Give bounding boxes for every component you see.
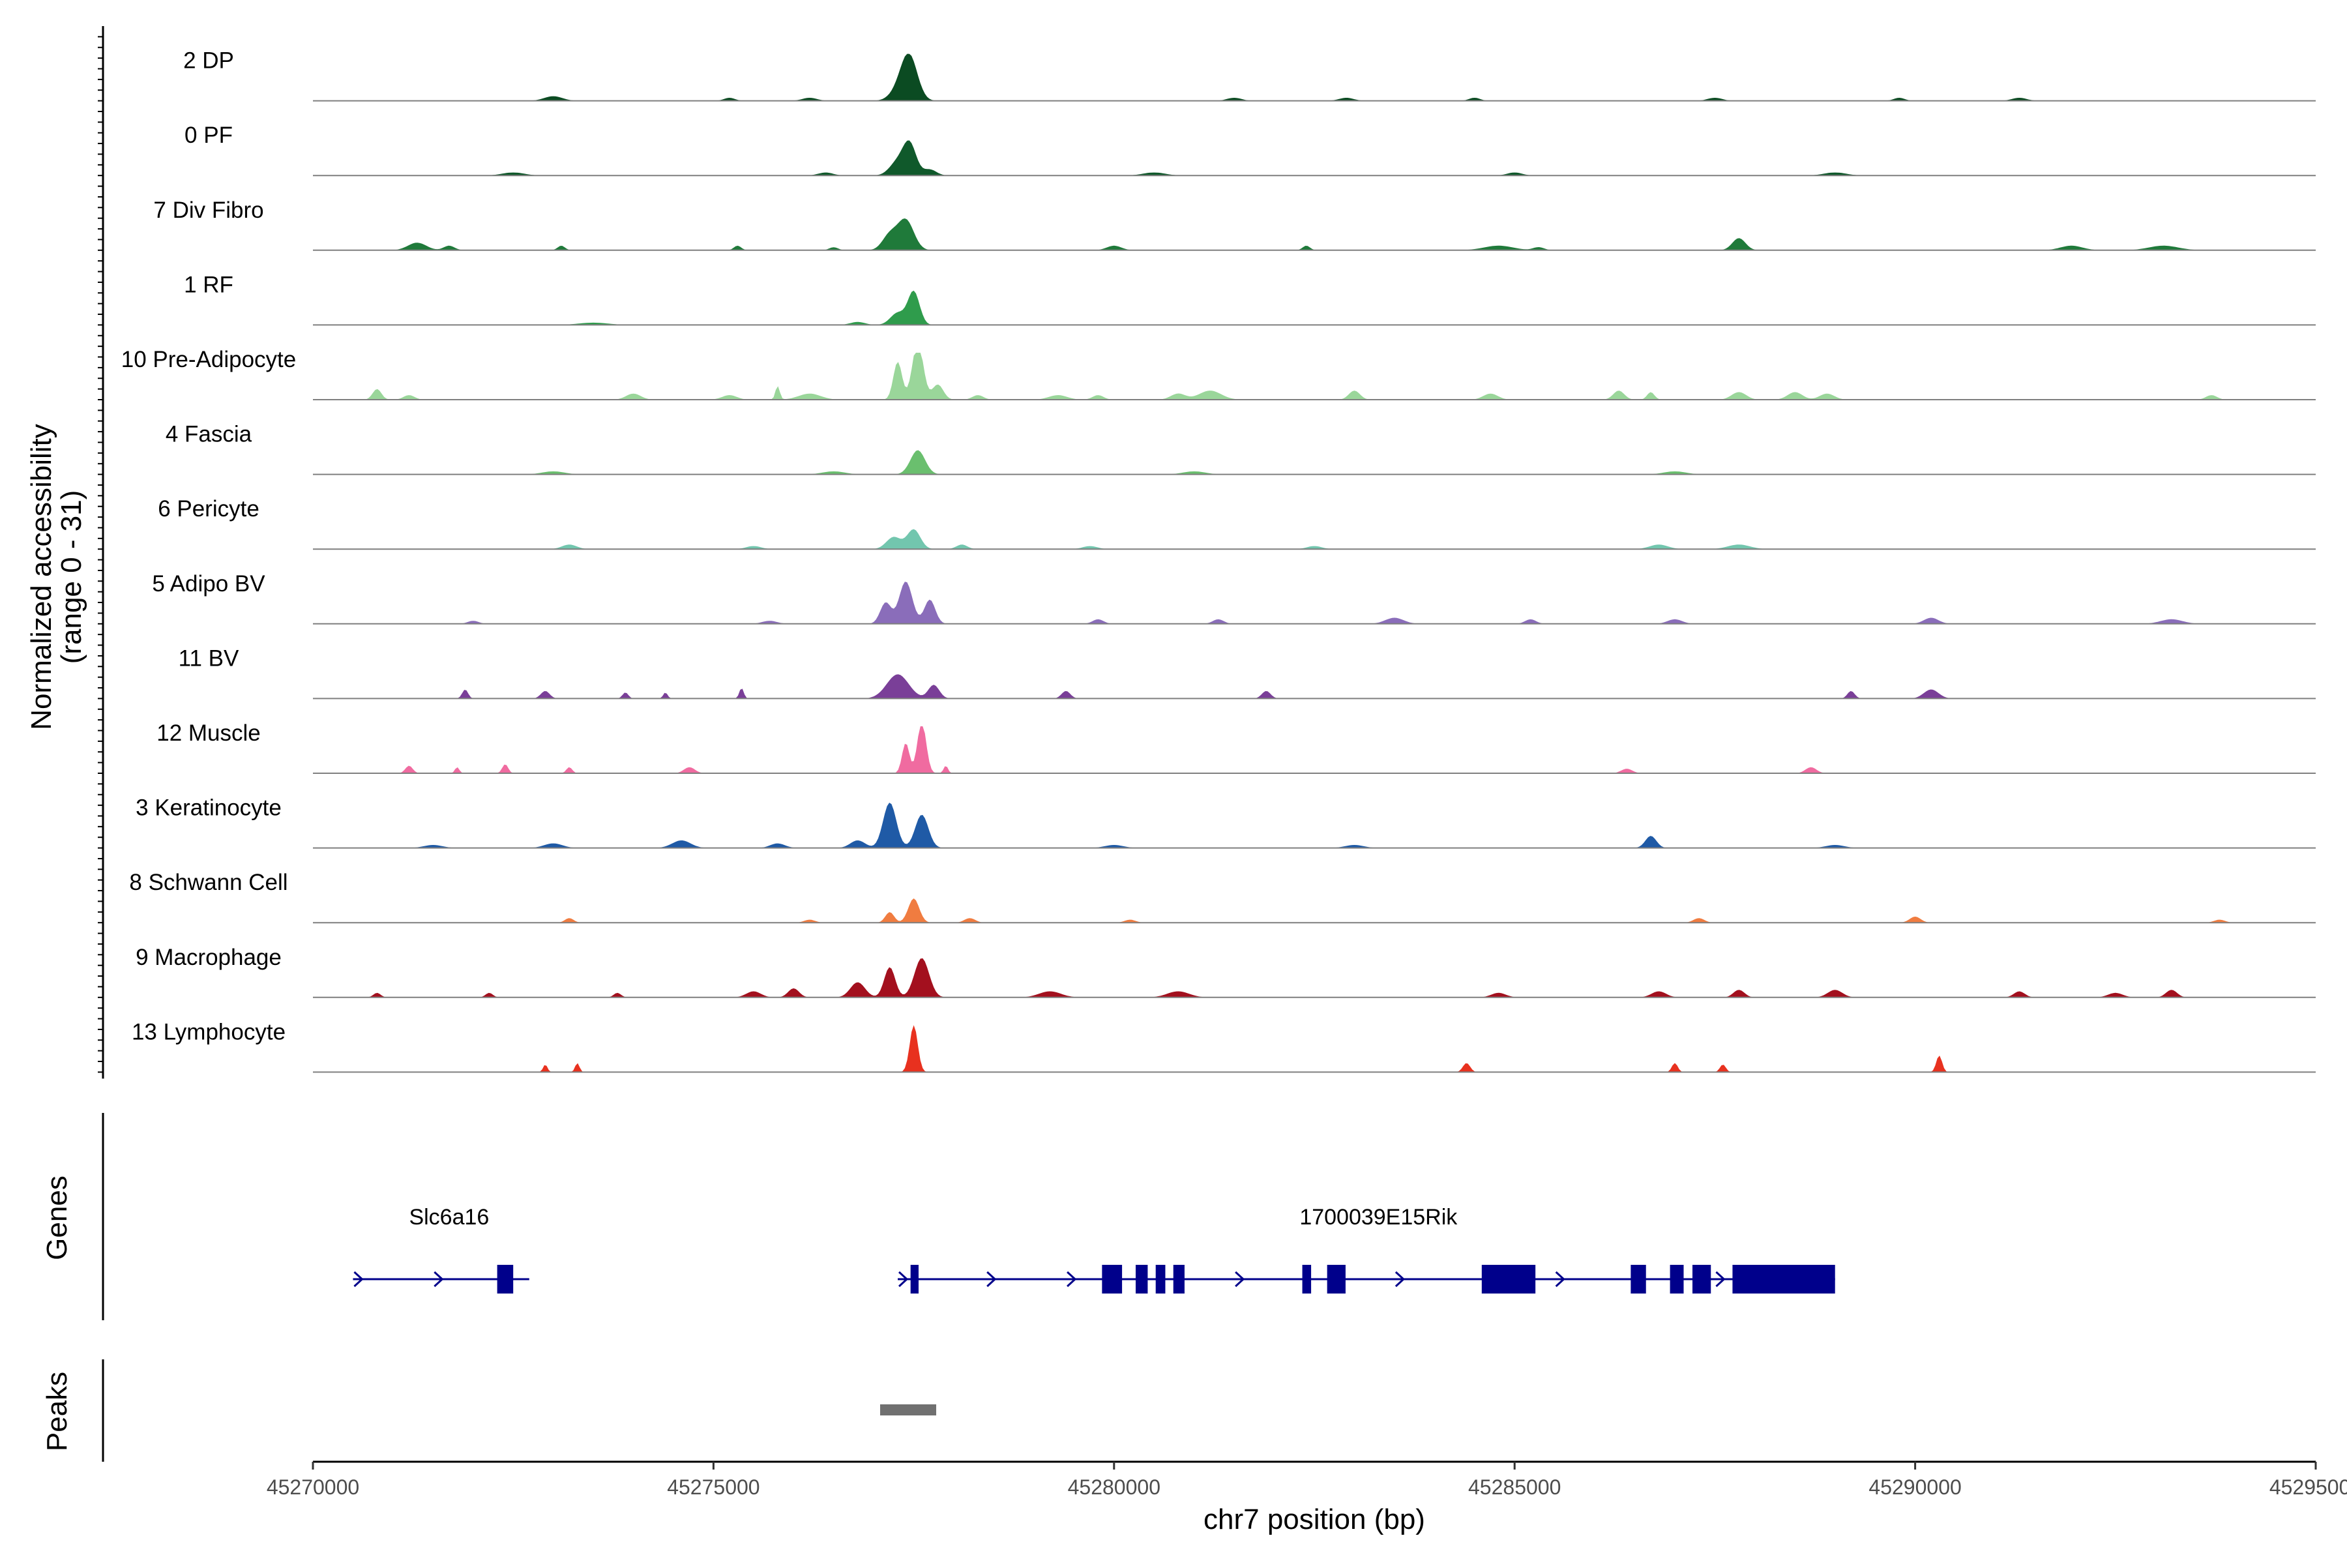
x-tick-label: 45270000 <box>267 1475 359 1499</box>
gene-label: Slc6a16 <box>409 1205 489 1230</box>
x-axis: 45270000 45275000 45280000 45285000 45290000… <box>267 1460 2347 1499</box>
strand-arrow <box>1235 1271 1245 1288</box>
track-label: 1 RF <box>184 272 233 297</box>
track-13-lymphocyte: 13 Lymphocyte <box>132 1019 2316 1073</box>
gene-exon <box>1481 1265 1536 1294</box>
gene-exon <box>1631 1265 1646 1294</box>
strand-arrow <box>1715 1271 1726 1288</box>
strand-arrow <box>434 1271 444 1288</box>
track-label: 12 Muscle <box>156 720 261 746</box>
track-6-pericyte: 6 Pericyte <box>158 496 2316 550</box>
x-tick-label: 45285000 <box>1468 1475 1561 1499</box>
track-8-schwann-cell: 8 Schwann Cell <box>129 870 2316 924</box>
track-9-macrophage: 9 Macrophage <box>136 945 2316 998</box>
track-coverage-area <box>313 674 2316 699</box>
gene-exon <box>1327 1265 1346 1294</box>
genes-panel-label: Genes <box>41 1176 73 1260</box>
track-7-div-fibro: 7 Div Fibro <box>153 198 2316 251</box>
track-label: 5 Adipo BV <box>152 571 265 597</box>
x-tick-label: 45290000 <box>1868 1475 1961 1499</box>
x-tick-label: 45295000 <box>2269 1475 2347 1499</box>
track-11-bv: 11 BV <box>179 645 2316 700</box>
gene-label: 1700039E15Rik <box>1299 1205 1458 1230</box>
track-4-fascia: 4 Fascia <box>166 422 2316 475</box>
track-label: 9 Macrophage <box>136 945 282 970</box>
track-5-adipo-bv: 5 Adipo BV <box>152 571 2316 625</box>
track-label: 2 DP <box>183 48 234 74</box>
strand-arrow <box>353 1271 364 1288</box>
track-coverage-area <box>313 290 2316 325</box>
gene-exon <box>1692 1265 1711 1294</box>
track-label: 11 BV <box>179 645 239 671</box>
x-axis-title: chr7 position (bp) <box>1203 1503 1425 1535</box>
y-axis-range-label: (range 0 - 31) <box>55 490 87 664</box>
track-label: 7 Div Fibro <box>153 198 263 223</box>
track-coverage-area <box>313 726 2316 773</box>
strand-arrow <box>1067 1271 1077 1288</box>
gene-slc6a16: Slc6a16 <box>353 1205 529 1294</box>
x-tick-label: 45275000 <box>667 1475 760 1499</box>
gene-1700039e15rik: 1700039E15Rik <box>898 1205 1835 1294</box>
track-coverage-area <box>313 1025 2316 1072</box>
gene-exon <box>1155 1265 1166 1294</box>
strand-arrow <box>898 1271 909 1288</box>
gene-exon <box>910 1265 919 1294</box>
strand-arrow <box>986 1271 997 1288</box>
track-3-keratinocyte: 3 Keratinocyte <box>136 795 2316 849</box>
gene-exon <box>1302 1265 1312 1294</box>
peak-region <box>879 1404 937 1415</box>
track-2-dp: 2 DP <box>183 48 2316 102</box>
gene-exon <box>1102 1265 1123 1294</box>
track-coverage-area <box>313 53 2316 101</box>
track-coverage-area <box>313 450 2316 475</box>
peak-track <box>879 1404 937 1415</box>
track-0-pf: 0 PF <box>185 123 2316 177</box>
track-label: 3 Keratinocyte <box>136 795 282 821</box>
track-1-rf: 1 RF <box>184 272 2316 326</box>
x-tick-label: 45280000 <box>1068 1475 1160 1499</box>
y-axis-title: Normalized accessibility <box>25 424 57 730</box>
strand-arrow <box>497 1271 508 1288</box>
track-label: 0 PF <box>185 123 233 148</box>
track-coverage-area <box>313 218 2316 250</box>
track-coverage-area <box>313 803 2316 848</box>
gene-exon <box>1670 1265 1684 1294</box>
track-coverage-area <box>313 353 2316 400</box>
gene-exon <box>1732 1265 1835 1294</box>
track-label: 13 Lymphocyte <box>132 1019 286 1044</box>
track-10-pre-adipocyte: 10 Pre-Adipocyte <box>121 347 2316 400</box>
coverage-tracks: 2 DP 0 PF 7 Div Fibro 1 RF 10 Pre-Adipocyte 4… <box>121 48 2316 1073</box>
peaks-panel-label: Peaks <box>41 1372 73 1451</box>
track-12-muscle: 12 Muscle <box>156 720 2316 774</box>
track-coverage-area <box>313 898 2316 923</box>
track-coverage-area <box>313 140 2316 176</box>
track-label: 6 Pericyte <box>158 496 259 522</box>
strand-arrow <box>1555 1271 1565 1288</box>
track-label: 10 Pre-Adipocyte <box>121 347 296 372</box>
track-label: 4 Fascia <box>166 422 252 447</box>
track-coverage-area <box>313 529 2316 550</box>
gene-exon <box>1135 1265 1148 1294</box>
gene-track: Slc6a16 1700039E15Rik <box>353 1205 1835 1294</box>
strand-arrow <box>1395 1271 1406 1288</box>
y-axis <box>98 26 104 1079</box>
track-coverage-area <box>313 958 2316 998</box>
track-coverage-area <box>313 582 2316 624</box>
track-label: 8 Schwann Cell <box>129 870 288 895</box>
gene-exon <box>1173 1265 1185 1294</box>
